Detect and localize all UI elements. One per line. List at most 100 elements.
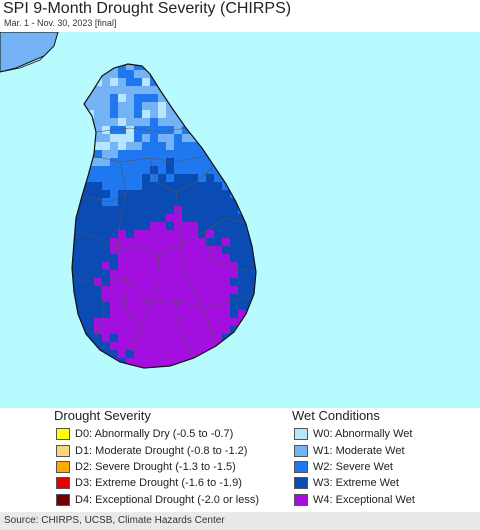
raster-cell [142, 270, 150, 278]
raster-cell [118, 118, 126, 126]
raster-cell [198, 278, 206, 286]
wet-legend-title: Wet Conditions [292, 408, 380, 423]
source-text: Source: CHIRPS, UCSB, Climate Hazards Ce… [4, 515, 225, 526]
raster-cell [134, 246, 142, 254]
raster-cell [206, 254, 214, 262]
raster-cell [182, 270, 190, 278]
raster-cell [94, 158, 102, 166]
raster-cell [110, 294, 118, 302]
raster-cell [190, 222, 198, 230]
raster-cell [150, 254, 158, 262]
raster-cell [214, 182, 222, 190]
raster-cell [118, 254, 126, 262]
raster-cell [206, 190, 214, 198]
raster-cell [110, 182, 118, 190]
raster-cell [150, 118, 158, 126]
raster-cell [86, 230, 94, 238]
raster-cell [126, 94, 134, 102]
raster-cell [182, 142, 190, 150]
raster-cell [150, 302, 158, 310]
raster-cell [94, 286, 102, 294]
raster-cell [230, 278, 238, 286]
raster-cell [118, 294, 126, 302]
raster-cell [94, 182, 102, 190]
raster-cell [206, 230, 214, 238]
legend-item-w0: W0: Abnormally Wet [294, 427, 412, 441]
raster-cell [174, 126, 182, 134]
raster-cell [102, 270, 110, 278]
raster-cell [126, 166, 134, 174]
raster-cell [118, 174, 126, 182]
legend-label: W0: Abnormally Wet [313, 427, 413, 440]
raster-cell [158, 214, 166, 222]
raster-cell [134, 278, 142, 286]
raster-cell [110, 78, 118, 86]
raster-cell [142, 158, 150, 166]
raster-cell [134, 326, 142, 334]
raster-cell [214, 302, 222, 310]
raster-cell [118, 134, 126, 142]
raster-cell [134, 86, 142, 94]
raster-cell [190, 294, 198, 302]
raster-cell [246, 270, 254, 278]
raster-cell [158, 262, 166, 270]
raster-cell [158, 126, 166, 134]
raster-cell [158, 94, 166, 102]
raster-cell [94, 342, 102, 350]
raster-cell [86, 182, 94, 190]
raster-cell [198, 310, 206, 318]
raster-cell [182, 326, 190, 334]
raster-cell [126, 150, 134, 158]
raster-cell [110, 278, 118, 286]
raster-cell [158, 350, 166, 358]
raster-cell [110, 70, 118, 78]
raster-cell [214, 238, 222, 246]
raster-cell [142, 206, 150, 214]
raster-cell [94, 254, 102, 262]
raster-cell [150, 246, 158, 254]
drought-map [0, 32, 480, 408]
raster-cell [142, 70, 150, 78]
raster-cell [72, 270, 78, 278]
raster-cell [174, 150, 182, 158]
raster-cell [134, 206, 142, 214]
raster-cell [118, 142, 126, 150]
raster-cell [142, 246, 150, 254]
raster-cell [230, 294, 238, 302]
raster-cell [78, 270, 86, 278]
raster-cell [190, 302, 198, 310]
raster-cell [230, 206, 238, 214]
raster-cell [102, 206, 110, 214]
raster-cell [134, 342, 142, 350]
raster-cell [102, 334, 110, 342]
raster-cell [206, 174, 214, 182]
raster-cell [102, 198, 110, 206]
raster-cell [86, 222, 94, 230]
raster-cell [134, 286, 142, 294]
raster-cell [126, 270, 134, 278]
raster-cell [72, 286, 78, 294]
raster-cell [72, 262, 78, 270]
raster-cell [134, 334, 142, 342]
raster-cell [94, 166, 102, 174]
raster-cell [230, 318, 238, 326]
raster-cell [142, 142, 150, 150]
raster-cell [158, 246, 166, 254]
raster-cell [110, 222, 118, 230]
raster-cell [118, 64, 126, 70]
raster-cell [166, 286, 174, 294]
raster-cell [230, 198, 238, 206]
raster-cell [190, 230, 198, 238]
raster-cell [222, 238, 230, 246]
raster-cell [158, 118, 166, 126]
raster-cell [174, 342, 182, 350]
raster-cell [174, 270, 182, 278]
raster-cell [94, 134, 102, 142]
raster-cell [102, 278, 110, 286]
raster-cell [86, 294, 94, 302]
raster-cell [238, 254, 246, 262]
raster-cell [118, 214, 126, 222]
raster-cell [174, 158, 182, 166]
raster-cell [222, 182, 230, 190]
raster-cell [134, 134, 142, 142]
